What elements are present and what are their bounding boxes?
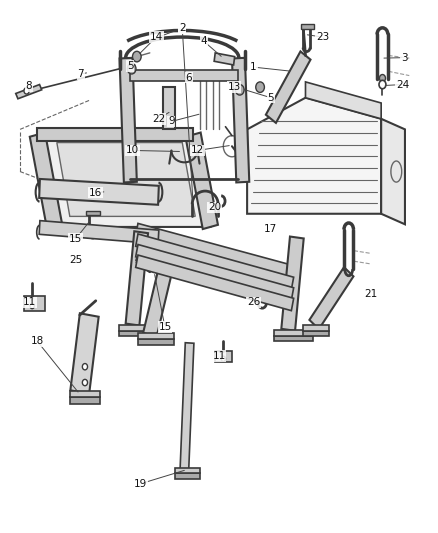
- Text: 5: 5: [268, 93, 274, 103]
- Polygon shape: [126, 231, 148, 326]
- Text: 15: 15: [69, 234, 82, 244]
- Text: 11: 11: [23, 297, 36, 308]
- Text: 17: 17: [264, 223, 278, 233]
- Polygon shape: [30, 133, 62, 229]
- Text: 7: 7: [77, 69, 84, 79]
- Polygon shape: [138, 333, 173, 340]
- Circle shape: [24, 88, 29, 94]
- Text: 4: 4: [201, 36, 207, 46]
- Text: 26: 26: [247, 297, 260, 308]
- Circle shape: [82, 364, 88, 370]
- Text: 19: 19: [134, 479, 147, 489]
- Text: 2: 2: [179, 23, 186, 33]
- Polygon shape: [136, 234, 293, 289]
- Polygon shape: [70, 391, 100, 397]
- Polygon shape: [274, 330, 313, 336]
- Polygon shape: [39, 221, 159, 244]
- Polygon shape: [305, 82, 381, 119]
- Polygon shape: [301, 24, 314, 29]
- Polygon shape: [163, 87, 175, 130]
- Polygon shape: [247, 98, 381, 214]
- Text: 11: 11: [212, 351, 226, 361]
- Text: 20: 20: [208, 203, 221, 213]
- Polygon shape: [381, 119, 405, 224]
- Polygon shape: [309, 267, 353, 329]
- Text: 6: 6: [185, 72, 192, 83]
- Text: 18: 18: [31, 336, 44, 346]
- Polygon shape: [57, 142, 195, 216]
- Polygon shape: [136, 255, 293, 311]
- Polygon shape: [119, 325, 158, 331]
- Circle shape: [379, 75, 385, 82]
- Polygon shape: [143, 269, 172, 337]
- Polygon shape: [214, 53, 235, 65]
- Text: 10: 10: [126, 146, 139, 156]
- Polygon shape: [37, 135, 210, 227]
- Circle shape: [30, 303, 34, 309]
- Circle shape: [379, 80, 386, 89]
- Text: 25: 25: [69, 255, 82, 265]
- Polygon shape: [185, 133, 218, 229]
- Polygon shape: [16, 85, 42, 99]
- Polygon shape: [138, 340, 173, 344]
- Polygon shape: [120, 58, 137, 182]
- Text: 3: 3: [401, 53, 407, 63]
- Polygon shape: [304, 331, 329, 336]
- Text: 23: 23: [316, 32, 329, 42]
- Polygon shape: [119, 331, 158, 336]
- Polygon shape: [86, 211, 100, 215]
- Text: 1: 1: [250, 62, 257, 72]
- Text: 13: 13: [227, 82, 241, 92]
- Text: 24: 24: [396, 79, 410, 90]
- Polygon shape: [70, 397, 100, 403]
- Text: 22: 22: [152, 114, 165, 124]
- Polygon shape: [266, 51, 311, 123]
- Text: 14: 14: [150, 32, 163, 42]
- Text: 9: 9: [168, 116, 175, 126]
- Circle shape: [221, 356, 226, 361]
- Text: 12: 12: [191, 146, 204, 156]
- Polygon shape: [71, 313, 99, 394]
- Polygon shape: [175, 473, 200, 479]
- Circle shape: [133, 51, 141, 62]
- Text: 15: 15: [158, 322, 172, 332]
- Polygon shape: [136, 223, 293, 278]
- Polygon shape: [175, 468, 200, 473]
- Circle shape: [127, 63, 136, 74]
- Polygon shape: [131, 70, 238, 81]
- Text: 5: 5: [127, 61, 134, 71]
- Polygon shape: [39, 179, 159, 205]
- Polygon shape: [37, 128, 193, 141]
- Text: 21: 21: [364, 289, 378, 299]
- Polygon shape: [304, 325, 329, 331]
- Circle shape: [236, 85, 244, 95]
- Polygon shape: [281, 237, 304, 331]
- Text: 8: 8: [25, 81, 32, 91]
- Text: 16: 16: [89, 188, 102, 198]
- Text: 2: 2: [179, 23, 186, 33]
- Polygon shape: [180, 343, 194, 470]
- Polygon shape: [215, 351, 232, 362]
- Polygon shape: [136, 245, 293, 300]
- Circle shape: [256, 82, 265, 92]
- Polygon shape: [274, 336, 313, 342]
- Polygon shape: [232, 58, 249, 182]
- Circle shape: [82, 379, 88, 386]
- Polygon shape: [24, 295, 45, 311]
